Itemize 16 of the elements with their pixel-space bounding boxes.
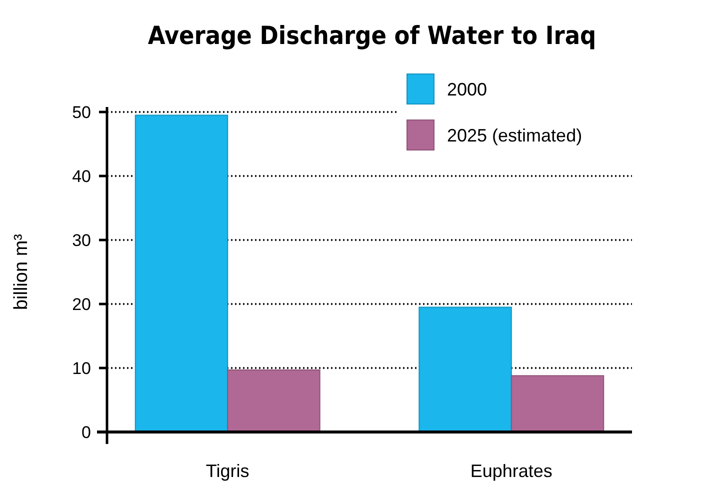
y-tick-label: 30 xyxy=(72,230,91,250)
y-tick-label: 40 xyxy=(72,166,91,186)
x-tick-label: Euphrates xyxy=(470,461,552,481)
x-tick-label: Tigris xyxy=(206,461,250,481)
legend-label: 2025 (estimated) xyxy=(447,125,582,146)
bar xyxy=(510,375,604,432)
chart-title: Average Discharge of Water to Iraq xyxy=(148,21,596,50)
y-tick-label: 10 xyxy=(72,358,91,378)
legend-label: 2000 xyxy=(447,79,488,100)
y-tick-label: 0 xyxy=(82,422,91,442)
bar xyxy=(227,369,320,432)
y-axis-title: billion m³ xyxy=(11,234,32,310)
y-tick-label: 50 xyxy=(72,102,91,122)
bar xyxy=(134,114,228,432)
y-tick-label: 20 xyxy=(72,294,91,314)
bar xyxy=(418,306,512,432)
